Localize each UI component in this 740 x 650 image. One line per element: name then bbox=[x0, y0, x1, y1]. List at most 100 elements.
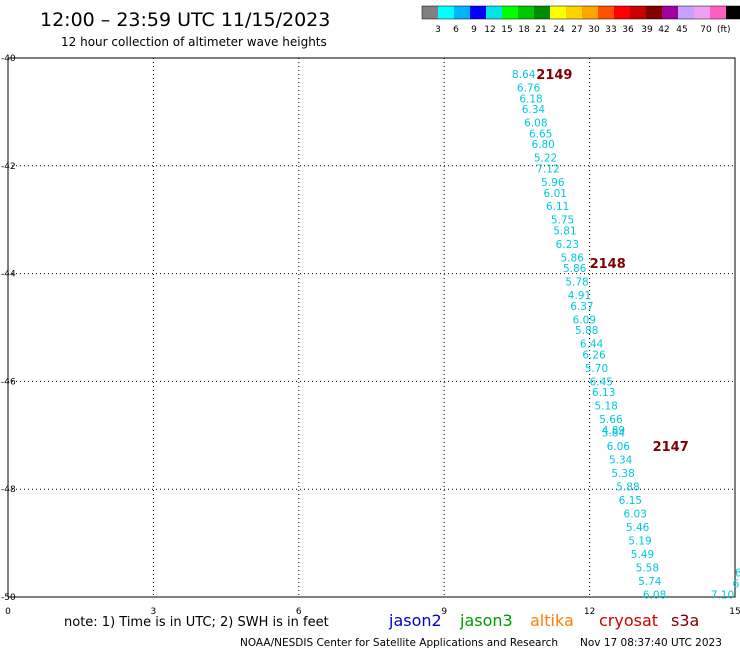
color-swatch bbox=[582, 6, 598, 19]
wave-height-value: 5.86 bbox=[561, 252, 585, 264]
color-swatch bbox=[598, 6, 614, 19]
satellite-name: cryosat bbox=[599, 611, 658, 630]
wave-height-value: 6 bbox=[735, 568, 740, 580]
wave-height-value: 5.88 bbox=[575, 325, 598, 337]
y-tick-label: -48 bbox=[1, 485, 16, 495]
color-scale-label: 15 bbox=[501, 25, 512, 35]
color-swatch bbox=[486, 6, 502, 19]
wave-height-value: 5.49 bbox=[631, 549, 654, 561]
color-swatch bbox=[678, 6, 694, 19]
wave-height-value: 5.84 bbox=[602, 428, 626, 440]
wave-height-value: 5.66 bbox=[599, 414, 623, 426]
wave-height-value: 6.06 bbox=[607, 441, 631, 453]
color-scale-legend: 3 6 9 12 15 18 21 24 27 30 33 36 39 42 45 70 (ft) bbox=[421, 5, 740, 35]
color-scale-label: 36 bbox=[622, 25, 634, 35]
wave-height-value: 7.12 bbox=[536, 163, 559, 175]
wave-height-value: 5.22 bbox=[534, 153, 557, 165]
wave-height-value: 6.03 bbox=[624, 508, 647, 520]
wave-height-value: 5.34 bbox=[609, 455, 633, 467]
wave-height-value: 6.18 bbox=[519, 93, 542, 105]
color-swatch bbox=[438, 6, 454, 19]
wave-height-value: 6.08 bbox=[524, 118, 547, 130]
satellite-name: jason2 bbox=[388, 611, 442, 630]
wave-height-labels: 8.646.766.186.346.086.656.805.227.125.96… bbox=[512, 69, 740, 601]
color-scale-label: 12 bbox=[484, 25, 495, 35]
pass-number-label: 2147 bbox=[653, 440, 689, 455]
wave-height-value: 6.23 bbox=[556, 239, 579, 251]
wave-height-value: 7.10 bbox=[711, 589, 734, 601]
color-scale-label: 39 bbox=[641, 25, 653, 35]
color-scale-label: 6 bbox=[453, 25, 459, 35]
y-tick-label: -50 bbox=[1, 593, 16, 603]
color-swatch bbox=[470, 6, 486, 19]
color-swatch bbox=[694, 6, 710, 19]
wave-height-value: 5.78 bbox=[565, 277, 588, 289]
satellite-legend: jason2 jason3 altika cryosat s3a bbox=[388, 611, 699, 630]
x-tick-label: 0 bbox=[5, 607, 11, 617]
color-scale-label: 70 bbox=[700, 25, 712, 35]
wave-height-value: 5.81 bbox=[553, 225, 576, 237]
color-scale-unit: (ft) bbox=[717, 25, 731, 35]
plot-frame bbox=[7, 57, 736, 598]
color-swatch bbox=[710, 6, 726, 19]
wave-height-value: 5.75 bbox=[551, 215, 574, 227]
wave-height-value: 4.91 bbox=[568, 290, 591, 302]
color-swatch bbox=[566, 6, 582, 19]
color-scale-label: 21 bbox=[535, 25, 546, 35]
color-swatch bbox=[662, 6, 678, 19]
wave-height-value: 6.34 bbox=[522, 104, 546, 116]
wave-height-value: 6.45 bbox=[590, 376, 613, 388]
wave-height-value: 5.86 bbox=[563, 263, 587, 275]
chart-title: 12:00 – 23:59 UTC 11/15/2023 bbox=[40, 9, 330, 31]
color-swatch bbox=[534, 6, 550, 19]
wave-height-value: 6.44 bbox=[580, 339, 604, 351]
color-swatch bbox=[630, 6, 646, 19]
wave-height-value: 5.58 bbox=[636, 562, 659, 574]
wave-height-value: 6.15 bbox=[619, 495, 642, 507]
wave-height-value: 5.18 bbox=[594, 401, 617, 413]
wave-height-value: 6.76 bbox=[517, 83, 541, 95]
wave-height-value: 4.89 bbox=[602, 425, 625, 437]
wave-height-value: 6.13 bbox=[592, 387, 615, 399]
pass-number-label: 2148 bbox=[590, 257, 626, 272]
satellite-name: jason3 bbox=[459, 611, 513, 630]
wave-height-value: 6.11 bbox=[546, 201, 569, 213]
satellite-name: s3a bbox=[671, 611, 699, 630]
y-tick-label: -44 bbox=[1, 270, 16, 280]
wave-height-value: 5.74 bbox=[638, 576, 662, 588]
color-scale-frame bbox=[421, 5, 740, 20]
wave-height-value: 5.96 bbox=[541, 177, 565, 189]
x-tick-label: 6 bbox=[296, 607, 302, 617]
color-swatch bbox=[646, 6, 662, 19]
wave-height-value: 6.01 bbox=[544, 188, 567, 200]
y-tick-label: -46 bbox=[1, 377, 16, 387]
plot-area: 0 3 6 9 12 15 -40 -42 -44 -46 -48 -50 8.64 6.766.18… bbox=[1, 54, 740, 617]
x-tick-label: 3 bbox=[151, 607, 157, 617]
chart-subtitle: 12 hour collection of altimeter wave hei… bbox=[61, 35, 327, 49]
color-scale-label: 30 bbox=[588, 25, 600, 35]
color-scale-label: 24 bbox=[553, 25, 565, 35]
color-scale-label: 3 bbox=[435, 25, 441, 35]
color-scale-label: 33 bbox=[605, 25, 616, 35]
wave-height-value: 8.64 bbox=[512, 69, 536, 81]
wave-height-value: 6.09 bbox=[573, 314, 596, 326]
color-scale-label: 9 bbox=[471, 25, 477, 35]
x-tick-label: 9 bbox=[441, 607, 447, 617]
wave-height-value: 5.46 bbox=[626, 522, 650, 534]
wave-height-value: 5.88 bbox=[616, 482, 639, 494]
y-tick-labels: -40 -42 -44 -46 -48 -50 bbox=[1, 54, 16, 603]
wave-height-value: 6.0 bbox=[733, 579, 740, 591]
wave-height-value: 6.08 bbox=[643, 589, 666, 601]
pass-number-label: 2149 bbox=[536, 68, 572, 83]
footer-credit: NOAA/NESDIS Center for Satellite Applica… bbox=[240, 637, 558, 649]
x-tick-label: 12 bbox=[584, 607, 595, 617]
color-scale-label: 45 bbox=[676, 25, 687, 35]
wave-height-value: 6.37 bbox=[570, 301, 593, 313]
color-scale-label: 27 bbox=[571, 25, 582, 35]
wave-height-value: 5.38 bbox=[611, 468, 634, 480]
color-scale-label: 18 bbox=[518, 25, 530, 35]
footer-timestamp: Nov 17 08:37:40 UTC 2023 bbox=[580, 637, 722, 649]
color-scale-label: 42 bbox=[658, 25, 669, 35]
color-swatch bbox=[502, 6, 518, 19]
